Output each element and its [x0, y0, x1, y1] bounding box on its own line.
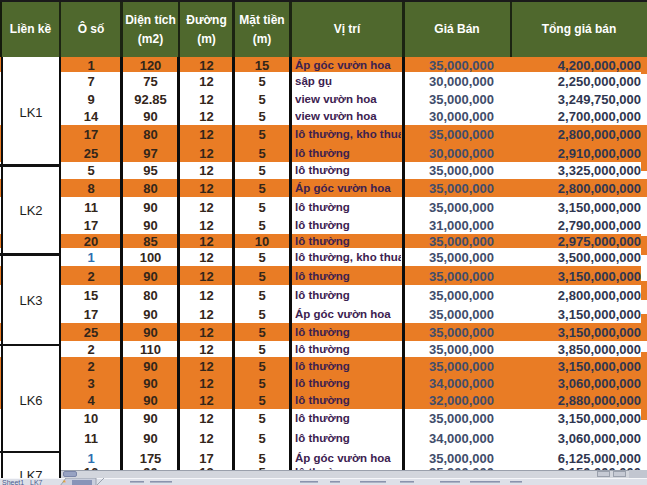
- svg-text:LK7: LK7: [30, 479, 43, 485]
- svg-text:Sheet1: Sheet1: [2, 479, 24, 485]
